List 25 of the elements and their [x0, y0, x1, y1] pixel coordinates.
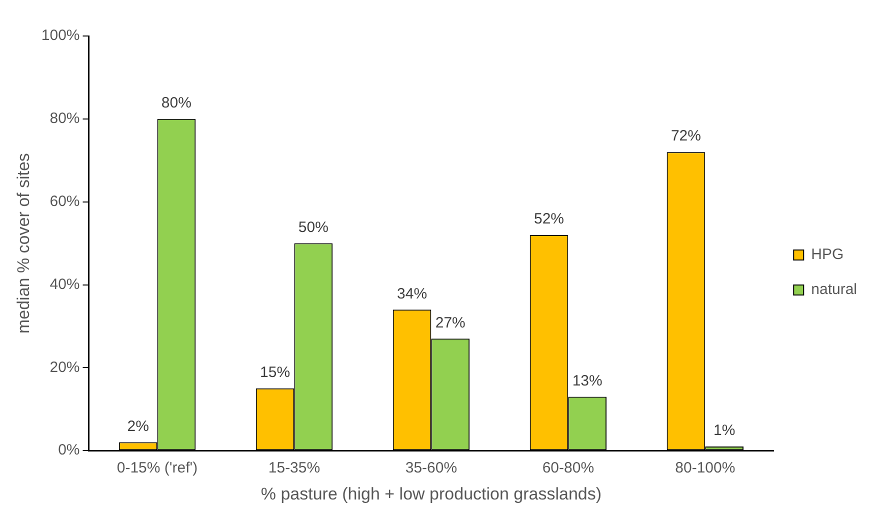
y-tick-label: 80%	[50, 110, 80, 128]
data-label: 2%	[127, 418, 149, 435]
x-tick-label: 35-60%	[405, 460, 458, 477]
data-label: 50%	[298, 218, 328, 236]
data-label: 52%	[534, 210, 564, 228]
data-label: 72%	[670, 128, 701, 145]
legend-label: natural	[811, 281, 858, 298]
data-label: 34%	[397, 285, 428, 302]
x-tick-label: 60-80%	[542, 460, 594, 477]
data-label: 1%	[713, 422, 736, 440]
data-label: 27%	[435, 314, 466, 332]
y-axis-title: median % cover of sites	[14, 153, 33, 334]
x-tick-label: 15-35%	[268, 460, 320, 477]
legend-label: HPG	[811, 246, 844, 264]
data-label: 80%	[161, 94, 192, 112]
x-tick-label: 80-100%	[675, 460, 736, 477]
y-tick-label: 40%	[50, 276, 80, 293]
y-tick-label: 0%	[58, 442, 80, 459]
x-axis-title: % pasture (high + low production grasslands)	[260, 484, 602, 504]
y-tick-label: 20%	[50, 358, 80, 376]
y-tick-label: 60%	[50, 192, 80, 210]
y-tick-label: 100%	[41, 27, 80, 44]
x-tick-label: 0-15% ('ref')	[116, 460, 198, 477]
data-label: 15%	[260, 364, 290, 382]
data-label: 13%	[572, 372, 602, 390]
